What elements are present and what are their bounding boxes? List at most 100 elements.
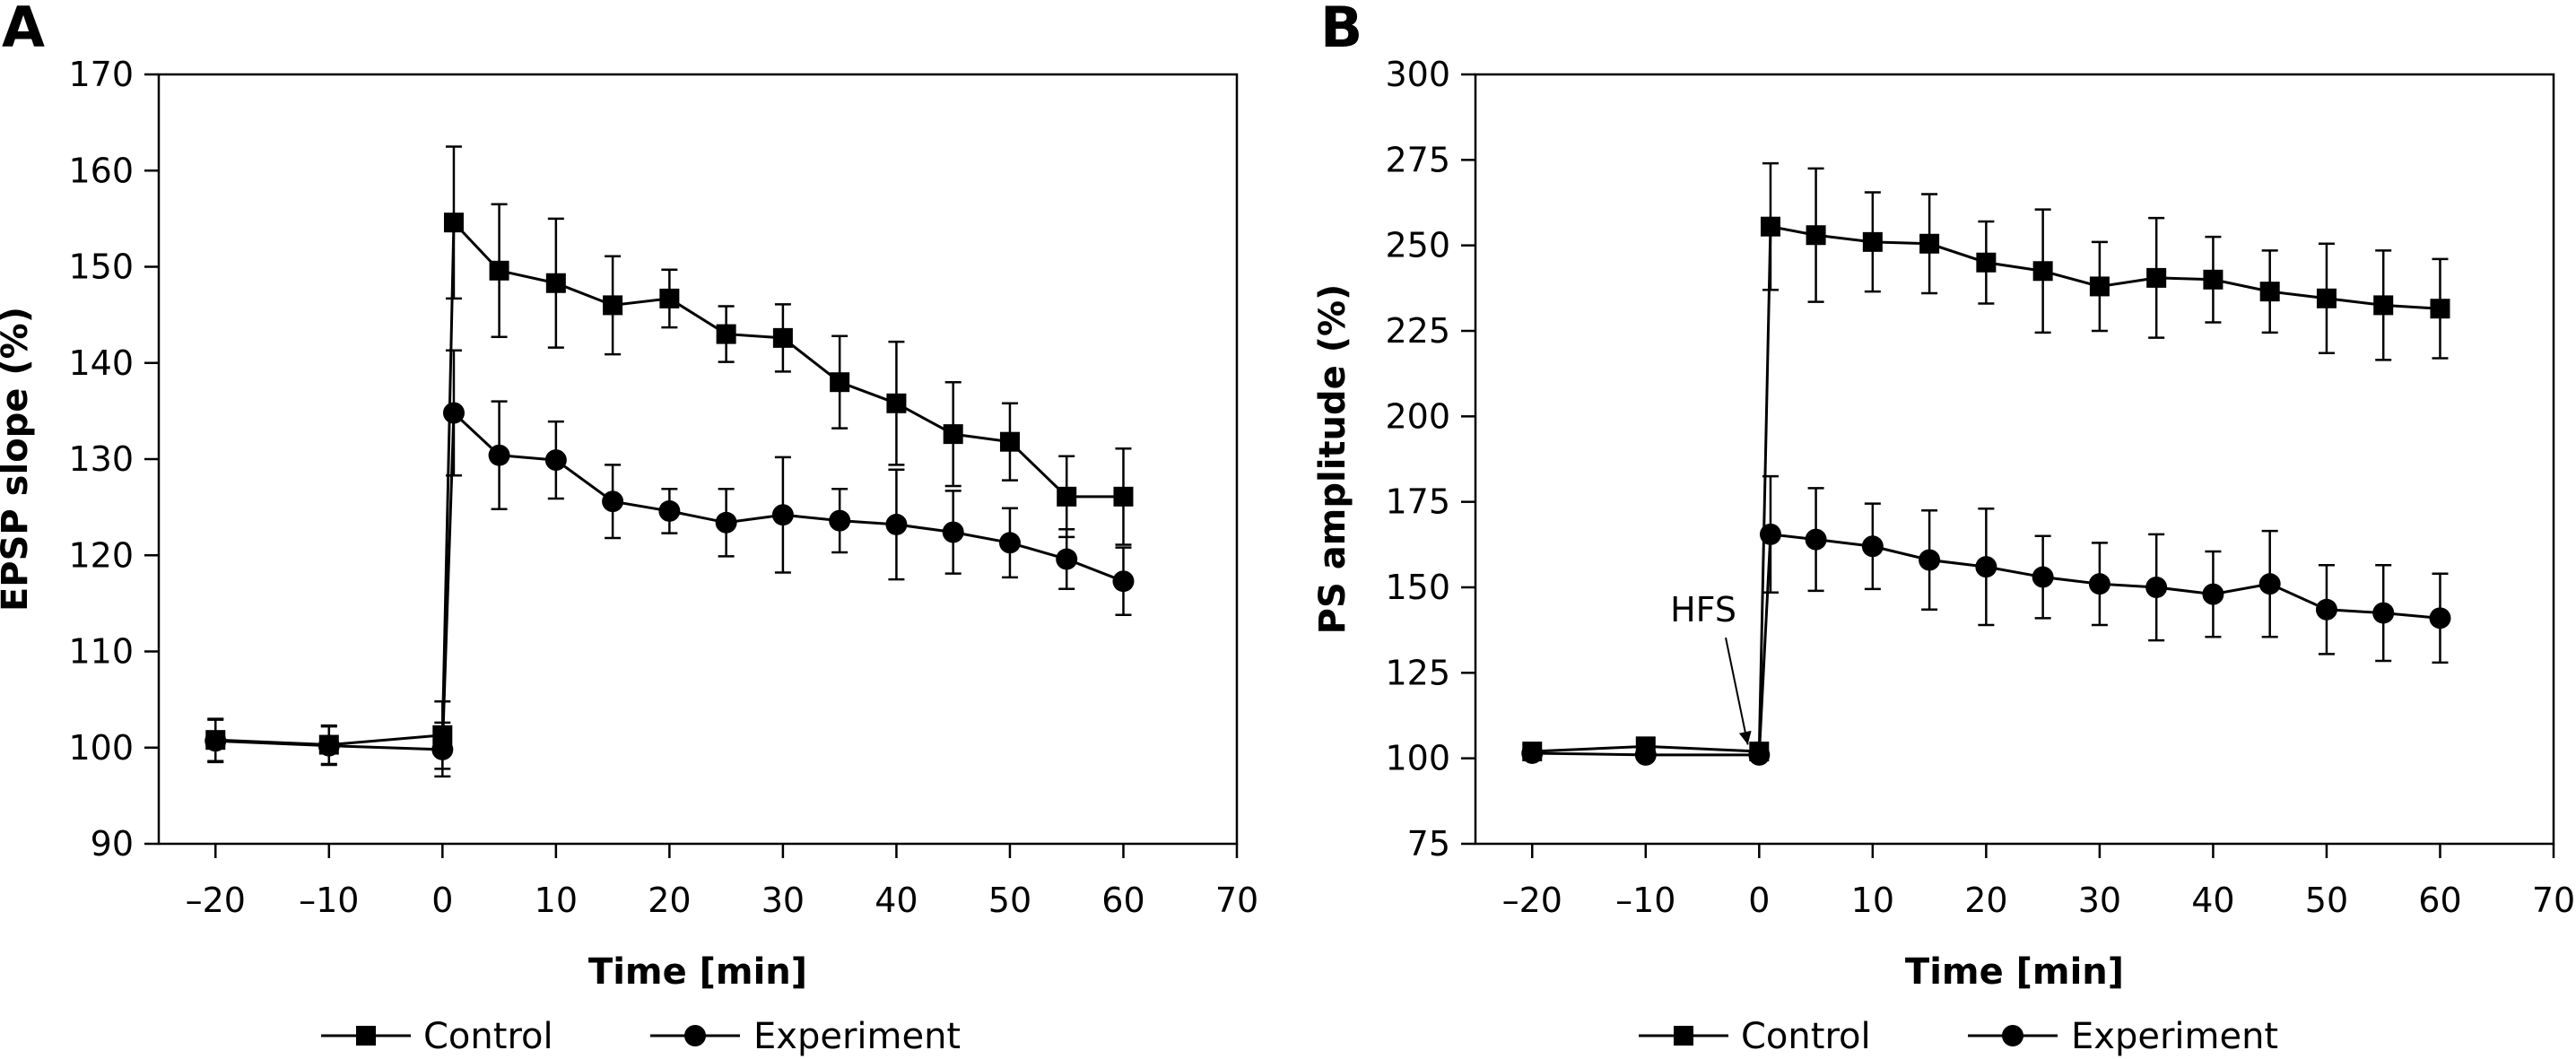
legend-marker-experiment bbox=[684, 1025, 706, 1046]
data-point-control bbox=[1919, 233, 1940, 254]
legend-marker-control bbox=[1674, 1026, 1693, 1046]
data-point-control bbox=[2203, 269, 2224, 290]
data-point-experiment bbox=[1056, 548, 1078, 570]
data-point-experiment bbox=[1112, 570, 1135, 593]
y-tick-label: 120 bbox=[68, 535, 134, 575]
x-tick-label: 60 bbox=[1101, 881, 1144, 920]
x-tick-label: 30 bbox=[761, 881, 805, 920]
y-tick-label: 150 bbox=[68, 247, 134, 287]
legend-label-control: Control bbox=[423, 1016, 553, 1057]
data-point-experiment bbox=[2145, 577, 2168, 598]
data-point-control bbox=[443, 213, 464, 233]
series-line-control bbox=[215, 219, 1124, 747]
data-point-control bbox=[943, 424, 963, 445]
data-point-control bbox=[1760, 216, 1780, 237]
data-point-experiment bbox=[2315, 598, 2337, 621]
plot-frame bbox=[157, 73, 1239, 846]
x-tick-label: 0 bbox=[1748, 881, 1770, 920]
data-point-control bbox=[716, 324, 736, 344]
x-tick-label: 40 bbox=[2191, 881, 2234, 920]
x-tick-label: –20 bbox=[1502, 881, 1562, 920]
x-tick-label: 10 bbox=[535, 881, 578, 920]
data-point-experiment bbox=[2088, 573, 2110, 595]
y-axis-title: PS amplitude (%) bbox=[1312, 284, 1353, 635]
x-tick-label: 40 bbox=[875, 881, 918, 920]
x-axis-title: Time [min] bbox=[588, 951, 807, 993]
x-tick-label: 0 bbox=[431, 881, 453, 920]
data-point-experiment bbox=[2202, 583, 2224, 605]
data-point-experiment bbox=[442, 402, 465, 424]
data-point-control bbox=[772, 327, 793, 348]
y-tick-label: 90 bbox=[91, 824, 134, 864]
y-tick-label: 225 bbox=[1385, 311, 1450, 351]
data-point-experiment bbox=[1521, 742, 1544, 764]
data-point-experiment bbox=[1748, 743, 1771, 766]
y-tick-label: 110 bbox=[68, 632, 134, 672]
legend-marker-experiment bbox=[2002, 1025, 2023, 1046]
data-point-experiment bbox=[1634, 743, 1657, 766]
data-point-control bbox=[545, 273, 566, 293]
y-tick-label: 170 bbox=[68, 55, 134, 94]
data-point-experiment bbox=[544, 449, 567, 472]
y-tick-label: 175 bbox=[1385, 482, 1450, 522]
y-tick-label: 75 bbox=[1407, 824, 1450, 864]
data-point-experiment bbox=[318, 734, 340, 757]
series-line-experiment bbox=[215, 410, 1125, 751]
data-point-experiment bbox=[885, 513, 908, 535]
x-tick-label: –20 bbox=[186, 881, 246, 920]
data-point-experiment bbox=[829, 509, 851, 532]
hfs-annotation: HFS bbox=[1670, 590, 1752, 745]
y-tick-label: 140 bbox=[68, 343, 134, 383]
x-tick-label: 70 bbox=[2532, 881, 2575, 920]
data-point-control bbox=[2316, 288, 2337, 308]
legend-label-experiment: Experiment bbox=[2071, 1016, 2278, 1057]
data-point-control bbox=[886, 393, 907, 413]
series-line-experiment bbox=[1532, 533, 2441, 757]
series-line-control bbox=[1532, 224, 2441, 753]
y-tick-label: 275 bbox=[1385, 140, 1450, 179]
legend-entry-control: Control bbox=[1639, 1016, 1871, 1057]
chart-panel-b: 75 100 125 150 175 200 225 250 275 300 –20 –10 0 10 20… bbox=[1312, 0, 2575, 1057]
hfs-arrow-line bbox=[1725, 637, 1749, 745]
data-point-control bbox=[2032, 261, 2053, 282]
series-control bbox=[205, 145, 1134, 770]
x-tick-label: 70 bbox=[1215, 881, 1258, 920]
data-point-experiment bbox=[942, 521, 964, 543]
data-point-control bbox=[1057, 486, 1077, 507]
y-axis-title: EPSP slope (%) bbox=[0, 307, 36, 612]
x-tick-label: 20 bbox=[1964, 881, 2007, 920]
data-point-control bbox=[2430, 299, 2450, 319]
data-point-control bbox=[659, 288, 680, 308]
data-point-control bbox=[1976, 252, 1997, 273]
x-tick-label: 20 bbox=[648, 881, 691, 920]
data-point-experiment bbox=[2372, 602, 2395, 624]
data-point-experiment bbox=[771, 504, 794, 526]
x-tick-label: 30 bbox=[2078, 881, 2121, 920]
x-tick-label: –10 bbox=[299, 881, 359, 920]
hfs-arrow-head bbox=[1738, 730, 1752, 745]
data-point-experiment bbox=[998, 532, 1021, 554]
data-point-experiment bbox=[602, 490, 624, 513]
y-tick-label: 160 bbox=[68, 151, 134, 190]
series-experiment bbox=[205, 349, 1135, 778]
data-point-experiment bbox=[2429, 607, 2451, 629]
y-tick-label: 200 bbox=[1385, 396, 1450, 436]
legend-label-control: Control bbox=[1741, 1016, 1871, 1057]
data-point-experiment bbox=[431, 738, 454, 760]
data-point-control bbox=[2373, 295, 2394, 316]
series-control bbox=[1522, 161, 2450, 762]
panel-label: A bbox=[2, 0, 45, 60]
y-tick-label: 100 bbox=[1385, 739, 1450, 778]
data-point-control bbox=[1113, 486, 1134, 507]
y-tick-label: 125 bbox=[1385, 653, 1450, 692]
data-point-experiment bbox=[1975, 556, 1997, 578]
data-point-experiment bbox=[205, 730, 227, 752]
data-point-control bbox=[1806, 225, 1826, 246]
panel-label: B bbox=[1320, 0, 1362, 60]
x-tick-label: 50 bbox=[988, 881, 1031, 920]
y-tick-label: 250 bbox=[1385, 226, 1450, 265]
data-point-experiment bbox=[488, 444, 510, 466]
y-tick-label: 150 bbox=[1385, 568, 1450, 607]
